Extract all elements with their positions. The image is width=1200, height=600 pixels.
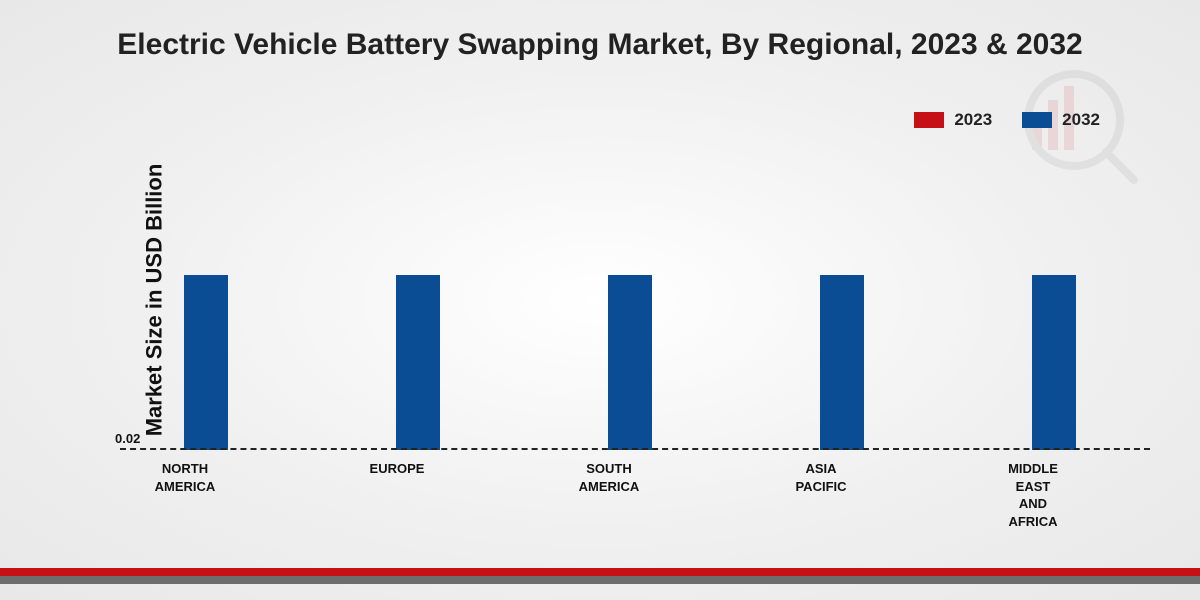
bar-2032 bbox=[1032, 275, 1076, 450]
footer-red-bar bbox=[0, 568, 1200, 576]
bar-2032 bbox=[820, 275, 864, 450]
bar-2032 bbox=[608, 275, 652, 450]
bar-2032 bbox=[184, 275, 228, 450]
x-axis-baseline bbox=[120, 448, 1150, 450]
legend-label-2032: 2032 bbox=[1062, 110, 1100, 130]
legend-item-2023: 2023 bbox=[914, 110, 992, 130]
x-tick-label: EUROPE bbox=[337, 460, 457, 478]
legend-swatch-2023 bbox=[914, 112, 944, 128]
legend: 2023 2032 bbox=[914, 110, 1100, 130]
footer-grey-bar bbox=[0, 576, 1200, 584]
bar-2032 bbox=[396, 275, 440, 450]
y-tick-label: 0.02 bbox=[115, 431, 140, 446]
x-tick-label: ASIA PACIFIC bbox=[761, 460, 881, 495]
legend-swatch-2032 bbox=[1022, 112, 1052, 128]
x-tick-label: SOUTH AMERICA bbox=[549, 460, 669, 495]
legend-label-2023: 2023 bbox=[954, 110, 992, 130]
chart-title: Electric Vehicle Battery Swapping Market… bbox=[0, 28, 1200, 62]
legend-item-2032: 2032 bbox=[1022, 110, 1100, 130]
plot-area: 0.02 bbox=[120, 170, 1150, 450]
x-tick-label: MIDDLE EAST AND AFRICA bbox=[973, 460, 1093, 530]
x-tick-label: NORTH AMERICA bbox=[125, 460, 245, 495]
